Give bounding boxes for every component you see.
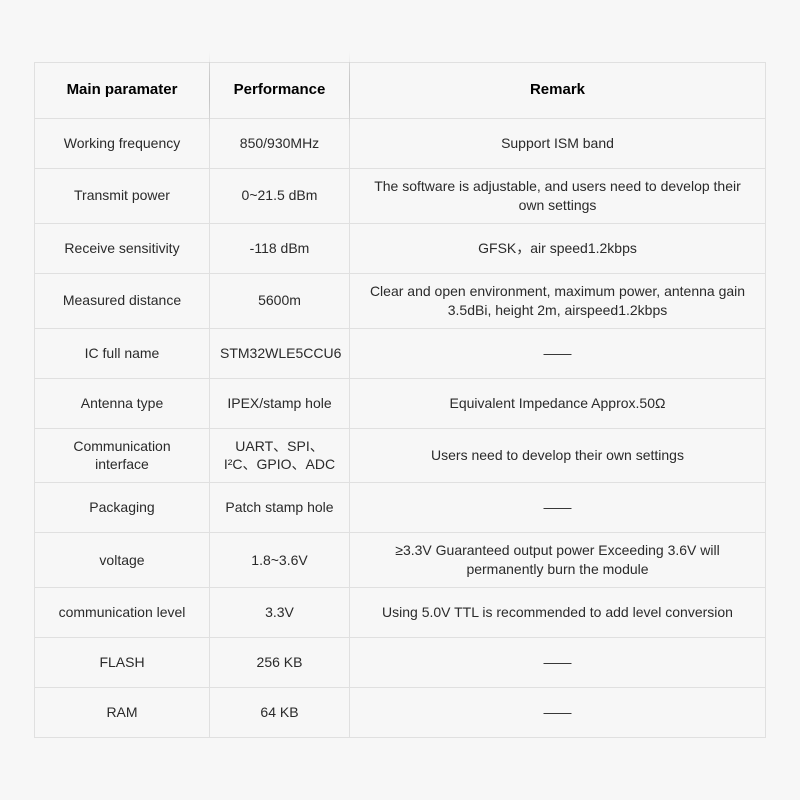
table-body: Working frequency 850/930MHz Support ISM… <box>35 118 766 737</box>
cell-param: Measured distance <box>35 273 210 328</box>
cell-remark: The software is adjustable, and users ne… <box>350 168 766 223</box>
cell-perf: 5600m <box>210 273 350 328</box>
cell-param: IC full name <box>35 328 210 378</box>
table-row: Working frequency 850/930MHz Support ISM… <box>35 118 766 168</box>
cell-remark: Support ISM band <box>350 118 766 168</box>
table-row: communication level 3.3V Using 5.0V TTL … <box>35 588 766 638</box>
cell-perf: -118 dBm <box>210 223 350 273</box>
cell-remark: GFSK，air speed1.2kbps <box>350 223 766 273</box>
cell-perf: 256 KB <box>210 638 350 688</box>
col-header-param: Main paramater <box>35 62 210 118</box>
cell-remark: —— <box>350 688 766 738</box>
table-row: Communication interface UART、SPI、I²C、GPI… <box>35 428 766 483</box>
spec-table-container: Main paramater Performance Remark Workin… <box>34 62 766 738</box>
cell-param: FLASH <box>35 638 210 688</box>
cell-remark: —— <box>350 483 766 533</box>
cell-remark: Clear and open environment, maximum powe… <box>350 273 766 328</box>
cell-perf: UART、SPI、I²C、GPIO、ADC <box>210 428 350 483</box>
cell-param: RAM <box>35 688 210 738</box>
cell-param: Antenna type <box>35 378 210 428</box>
cell-param: Transmit power <box>35 168 210 223</box>
cell-remark: —— <box>350 638 766 688</box>
cell-perf: STM32WLE5CCU6 <box>210 328 350 378</box>
spec-table: Main paramater Performance Remark Workin… <box>34 62 766 738</box>
cell-perf: 64 KB <box>210 688 350 738</box>
cell-perf: IPEX/stamp hole <box>210 378 350 428</box>
cell-perf: Patch stamp hole <box>210 483 350 533</box>
table-row: Packaging Patch stamp hole —— <box>35 483 766 533</box>
table-row: IC full name STM32WLE5CCU6 —— <box>35 328 766 378</box>
cell-perf: 3.3V <box>210 588 350 638</box>
table-row: FLASH 256 KB —— <box>35 638 766 688</box>
table-row: RAM 64 KB —— <box>35 688 766 738</box>
table-row: Transmit power 0~21.5 dBm The software i… <box>35 168 766 223</box>
col-header-performance: Performance <box>210 62 350 118</box>
table-row: Measured distance 5600m Clear and open e… <box>35 273 766 328</box>
cell-param: Working frequency <box>35 118 210 168</box>
cell-perf: 0~21.5 dBm <box>210 168 350 223</box>
cell-remark: ≥3.3V Guaranteed output power Exceeding … <box>350 533 766 588</box>
col-header-remark: Remark <box>350 62 766 118</box>
table-row: Antenna type IPEX/stamp hole Equivalent … <box>35 378 766 428</box>
cell-param: communication level <box>35 588 210 638</box>
cell-param: voltage <box>35 533 210 588</box>
cell-remark: Equivalent Impedance Approx.50Ω <box>350 378 766 428</box>
cell-remark: Users need to develop their own settings <box>350 428 766 483</box>
cell-param: Communication interface <box>35 428 210 483</box>
header-row: Main paramater Performance Remark <box>35 62 766 118</box>
cell-remark: —— <box>350 328 766 378</box>
cell-param: Receive sensitivity <box>35 223 210 273</box>
cell-remark: Using 5.0V TTL is recommended to add lev… <box>350 588 766 638</box>
table-row: Receive sensitivity -118 dBm GFSK，air sp… <box>35 223 766 273</box>
cell-param: Packaging <box>35 483 210 533</box>
cell-perf: 1.8~3.6V <box>210 533 350 588</box>
cell-perf: 850/930MHz <box>210 118 350 168</box>
table-row: voltage 1.8~3.6V ≥3.3V Guaranteed output… <box>35 533 766 588</box>
